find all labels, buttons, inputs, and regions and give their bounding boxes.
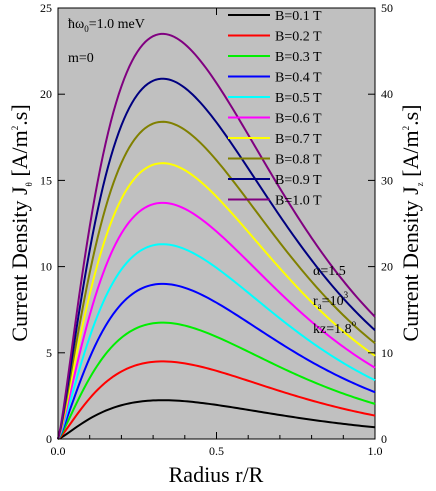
y-left-tick-label: 25	[40, 1, 52, 15]
annotation-kz: kz=1.8o	[313, 318, 357, 337]
series-line-3	[57, 321, 376, 440]
x-tick-label: 0.5	[209, 444, 224, 458]
x-axis-title: Radius r/R	[169, 462, 264, 487]
y-right-tick-label: 30	[381, 173, 393, 187]
legend-label: B=0.1 T	[275, 9, 322, 24]
legend: B=0.1 T B=0.2 T B=0.3 T B=0.4 T B=0.5 T B=0.6…	[228, 9, 322, 209]
series-line-7	[57, 162, 376, 440]
series-line-1	[57, 399, 376, 440]
annotation-ra: ra=103	[313, 290, 349, 311]
series-line-2	[57, 360, 376, 440]
series-line-6	[57, 201, 376, 440]
series-line-10	[57, 32, 376, 440]
series-group	[57, 32, 376, 440]
legend-label: B=0.3 T	[275, 50, 322, 65]
y-left-axis-title: Current Density Jθ [A/m2.s]	[7, 104, 34, 341]
y-right-tick-label: 20	[381, 260, 393, 274]
y-right-tick-label: 40	[381, 87, 393, 101]
y-left-tick-label: 20	[40, 87, 52, 101]
y-left-tick-label: 0	[46, 432, 52, 446]
series-line-9	[57, 77, 376, 440]
y-right-axis-title: Current Density Jz [A/m2.s]	[398, 104, 425, 341]
series-line-8	[57, 120, 376, 440]
legend-label: B=0.5 T	[275, 91, 322, 106]
annotation-alpha: α=1.5	[313, 264, 346, 279]
legend-label: B=0.7 T	[275, 132, 322, 147]
legend-label: B=0.6 T	[275, 112, 322, 127]
series-line-4	[57, 282, 376, 440]
legend-label: B=1.0 T	[275, 194, 322, 209]
y-right-tick-label: 10	[381, 346, 393, 360]
legend-label: B=0.8 T	[275, 153, 322, 168]
y-left-tick-label: 10	[40, 260, 52, 274]
x-tick-label: 1.0	[368, 444, 383, 458]
plot-background	[57, 7, 376, 440]
legend-label: B=0.9 T	[275, 173, 322, 188]
legend-label: B=0.2 T	[275, 30, 322, 45]
y-left-tick-label: 15	[40, 173, 52, 187]
legend-label: B=0.4 T	[275, 71, 322, 86]
y-right-tick-label: 0	[381, 432, 387, 446]
annotation-m: m=0	[68, 51, 94, 66]
y-right-tick-label: 50	[381, 1, 393, 15]
y-left-tick-label: 5	[46, 346, 52, 360]
x-tick-label: 0.0	[51, 444, 66, 458]
series-line-5	[57, 243, 376, 440]
annotation-hbar-omega: ħω0=1.0 meV	[68, 17, 145, 34]
